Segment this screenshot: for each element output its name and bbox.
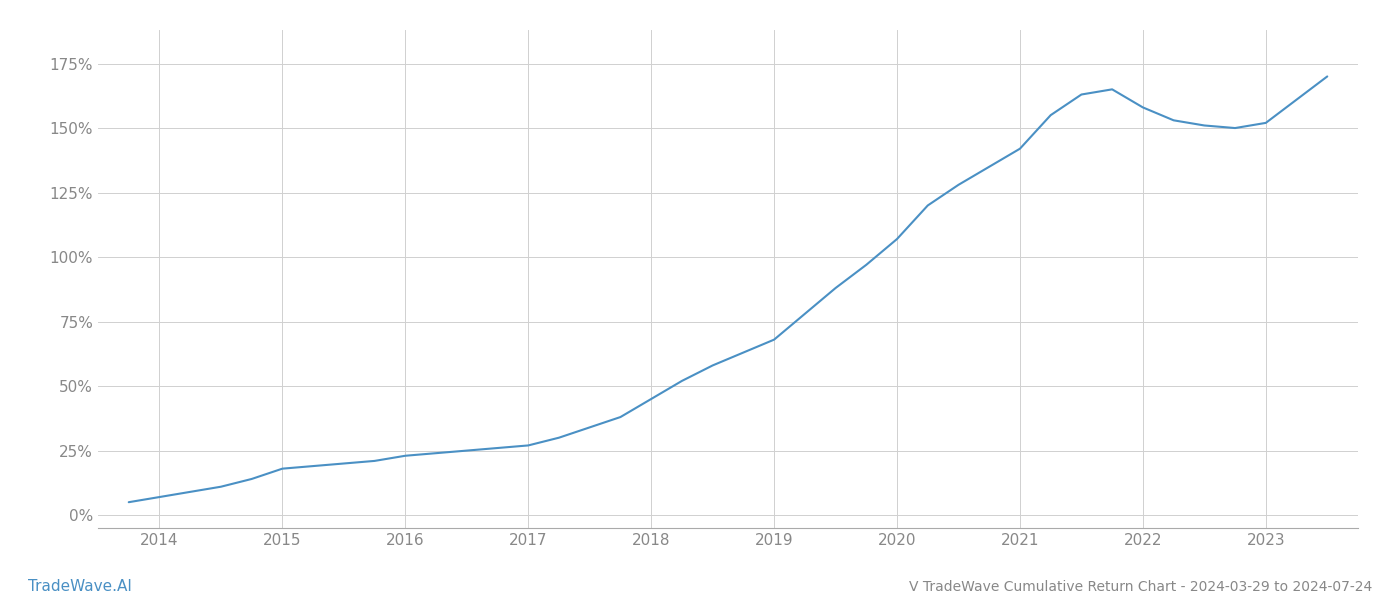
Text: TradeWave.AI: TradeWave.AI: [28, 579, 132, 594]
Text: V TradeWave Cumulative Return Chart - 2024-03-29 to 2024-07-24: V TradeWave Cumulative Return Chart - 20…: [909, 580, 1372, 594]
